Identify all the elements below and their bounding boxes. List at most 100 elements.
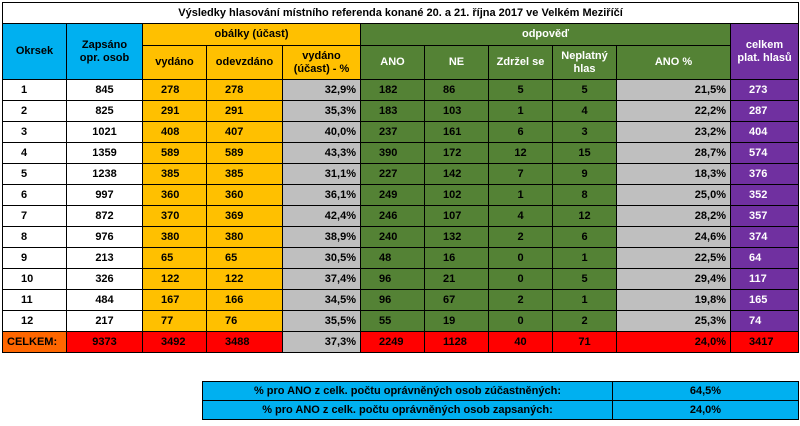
ano-pct-cell: 23,2% xyxy=(616,121,731,143)
zapsano-cell: 872 xyxy=(66,205,143,227)
neplatny-cell: 1 xyxy=(552,289,617,311)
ano-pct-cell: 25,0% xyxy=(616,184,731,206)
table-row: 2 825 291 291 35,3% 183 103 1 4 22,2% 287 xyxy=(2,100,800,122)
neplatny-cell: 5 xyxy=(552,79,617,101)
neplatny-cell: 6 xyxy=(552,226,617,248)
summary-label: % pro ANO z celk. počtu oprávněných osob… xyxy=(202,381,613,401)
header-okrsek: Okrsek xyxy=(2,23,67,80)
ano-cell: 246 xyxy=(360,205,425,227)
ano-cell: 48 xyxy=(360,247,425,269)
zapsano-cell: 825 xyxy=(66,100,143,122)
vydano-cell: 380 xyxy=(142,226,207,248)
vydano-pct-cell: 38,9% xyxy=(282,226,361,248)
ano-cell: 55 xyxy=(360,310,425,332)
okrsek-cell: 1 xyxy=(2,79,67,101)
header-celkem-plat: celkem plat. hlasů xyxy=(729,23,800,80)
total-label: CELKEM: xyxy=(2,331,67,353)
ne-cell: 19 xyxy=(424,310,489,332)
ano-cell: 183 xyxy=(360,100,425,122)
okrsek-cell: 12 xyxy=(2,310,67,332)
zdrzel-cell: 0 xyxy=(488,310,553,332)
zapsano-cell: 1359 xyxy=(66,142,143,164)
zapsano-cell: 1238 xyxy=(66,163,143,185)
neplatny-cell: 1 xyxy=(552,247,617,269)
neplatny-cell: 9 xyxy=(552,163,617,185)
zapsano-cell: 1021 xyxy=(66,121,143,143)
ne-cell: 161 xyxy=(424,121,489,143)
ne-cell: 16 xyxy=(424,247,489,269)
celkem-cell: 374 xyxy=(729,226,800,248)
vydano-pct-cell: 42,4% xyxy=(282,205,361,227)
vydano-cell: 291 xyxy=(142,100,207,122)
total-neplatny: 71 xyxy=(552,331,617,353)
zdrzel-cell: 7 xyxy=(488,163,553,185)
ne-cell: 102 xyxy=(424,184,489,206)
summary-table: % pro ANO z celk. počtu oprávněných osob… xyxy=(202,381,799,420)
vydano-pct-cell: 37,4% xyxy=(282,268,361,290)
table-row: 6 997 360 360 36,1% 249 102 1 8 25,0% 352 xyxy=(2,184,800,206)
celkem-cell: 376 xyxy=(729,163,800,185)
ne-cell: 21 xyxy=(424,268,489,290)
vydano-cell: 122 xyxy=(142,268,207,290)
table-row: 8 976 380 380 38,9% 240 132 2 6 24,6% 374 xyxy=(2,226,800,248)
total-zdrzel: 40 xyxy=(488,331,553,353)
okrsek-cell: 4 xyxy=(2,142,67,164)
vydano-pct-cell: 43,3% xyxy=(282,142,361,164)
vydano-cell: 385 xyxy=(142,163,207,185)
celkem-cell: 74 xyxy=(729,310,800,332)
zdrzel-cell: 2 xyxy=(488,226,553,248)
table-body: 1 845 278 278 32,9% 182 86 5 5 21,5% 273 2 825 291 291… xyxy=(2,79,800,332)
odevzdano-cell: 385 xyxy=(206,163,283,185)
celkem-cell: 574 xyxy=(729,142,800,164)
odevzdano-cell: 65 xyxy=(206,247,283,269)
zapsano-cell: 997 xyxy=(66,184,143,206)
vydano-cell: 370 xyxy=(142,205,207,227)
header-odpoved: odpověď xyxy=(360,23,731,46)
total-vydano-pct: 37,3% xyxy=(282,331,361,353)
total-ne: 1128 xyxy=(424,331,489,353)
okrsek-cell: 6 xyxy=(2,184,67,206)
vydano-pct-cell: 31,1% xyxy=(282,163,361,185)
vydano-cell: 360 xyxy=(142,184,207,206)
okrsek-cell: 5 xyxy=(2,163,67,185)
table-row: 1 845 278 278 32,9% 182 86 5 5 21,5% 273 xyxy=(2,79,800,101)
summary-label: % pro ANO z celk. počtu oprávněných osob… xyxy=(202,400,613,420)
ano-pct-cell: 18,3% xyxy=(616,163,731,185)
summary-row: % pro ANO z celk. počtu oprávněných osob… xyxy=(202,381,799,401)
vydano-cell: 167 xyxy=(142,289,207,311)
ano-pct-cell: 22,2% xyxy=(616,100,731,122)
ne-cell: 107 xyxy=(424,205,489,227)
celkem-cell: 117 xyxy=(729,268,800,290)
odevzdano-cell: 360 xyxy=(206,184,283,206)
vydano-pct-cell: 35,3% xyxy=(282,100,361,122)
ano-cell: 240 xyxy=(360,226,425,248)
header-obalky: obálky (účast) xyxy=(142,23,361,46)
total-odevzdano: 3488 xyxy=(206,331,283,353)
okrsek-cell: 9 xyxy=(2,247,67,269)
table-row: 10 326 122 122 37,4% 96 21 0 5 29,4% 117 xyxy=(2,268,800,290)
summary-value: 64,5% xyxy=(612,381,799,401)
vydano-pct-cell: 32,9% xyxy=(282,79,361,101)
ne-cell: 172 xyxy=(424,142,489,164)
ano-cell: 96 xyxy=(360,268,425,290)
ano-pct-cell: 28,7% xyxy=(616,142,731,164)
table-title: Výsledky hlasování místního referenda ko… xyxy=(1,2,800,24)
odevzdano-cell: 369 xyxy=(206,205,283,227)
table-row: 9 213 65 65 30,5% 48 16 0 1 22,5% 64 xyxy=(2,247,800,269)
total-ano: 2249 xyxy=(360,331,425,353)
celkem-cell: 64 xyxy=(729,247,800,269)
odevzdano-cell: 291 xyxy=(206,100,283,122)
vydano-cell: 408 xyxy=(142,121,207,143)
vydano-cell: 278 xyxy=(142,79,207,101)
summary-value: 24,0% xyxy=(612,400,799,420)
vydano-cell: 589 xyxy=(142,142,207,164)
header-zdrzel: Zdržel se xyxy=(488,45,553,80)
okrsek-cell: 7 xyxy=(2,205,67,227)
celkem-cell: 357 xyxy=(729,205,800,227)
celkem-cell: 165 xyxy=(729,289,800,311)
ano-cell: 249 xyxy=(360,184,425,206)
odevzdano-cell: 122 xyxy=(206,268,283,290)
neplatny-cell: 2 xyxy=(552,310,617,332)
zapsano-cell: 213 xyxy=(66,247,143,269)
okrsek-cell: 3 xyxy=(2,121,67,143)
